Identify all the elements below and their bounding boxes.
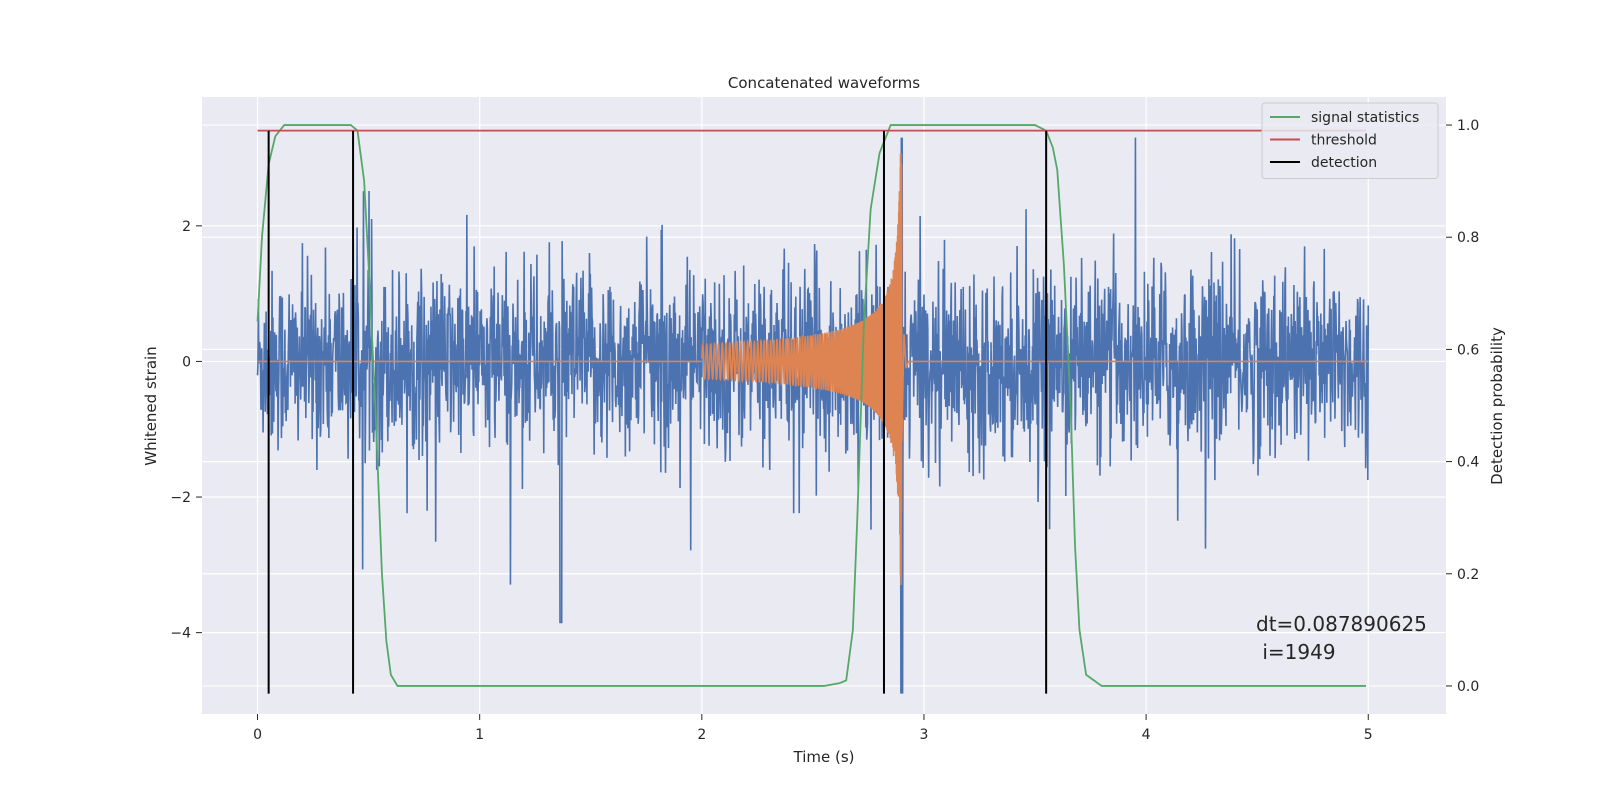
legend: signal statistics threshold detection [1261,102,1439,179]
x-tick-label: 0 [253,727,262,743]
annotation-line-2: i=1949 [1256,640,1336,664]
x-tick-label: 5 [1364,727,1373,743]
y-axis-label: Whitened strain [142,346,160,465]
x-axis-label: Time (s) [793,748,855,766]
x-tick-label: 3 [920,727,929,743]
y-tick-label: −2 [170,490,191,506]
x-tick-label: 4 [1142,727,1151,743]
legend-label: threshold [1311,133,1377,149]
ticks: 0 1 2 3 4 5 −4 −2 0 2 0.0 0.2 0.4 0.6 0.8 1.0 [170,118,1479,743]
y2-axis-label: Detection probability [1488,327,1506,485]
legend-box [1261,102,1439,179]
y-tick-label: 0 [182,354,191,370]
annotation-line-1: dt=0.087890625 [1256,612,1427,636]
y2-tick-label: 0.0 [1457,679,1479,695]
y-tick-label: 2 [182,219,191,235]
x-tick-label: 2 [697,727,706,743]
annotation: dt=0.087890625 i=1949 [1256,612,1427,664]
y-tick-label: −4 [170,626,191,642]
series-layer [256,124,1370,694]
y2-tick-label: 0.4 [1457,455,1479,471]
y2-tick-label: 0.6 [1457,342,1479,358]
chart-title: Concatenated waveforms [728,74,920,92]
x-tick-label: 1 [475,727,484,743]
y2-tick-label: 0.2 [1457,567,1479,583]
legend-label: signal statistics [1311,110,1419,126]
y2-tick-label: 0.8 [1457,230,1479,246]
series-chirp-line [701,153,1369,586]
series-signal-statistics-line [256,124,1367,687]
y2-tick-label: 1.0 [1457,118,1479,134]
legend-label: detection [1311,155,1377,171]
